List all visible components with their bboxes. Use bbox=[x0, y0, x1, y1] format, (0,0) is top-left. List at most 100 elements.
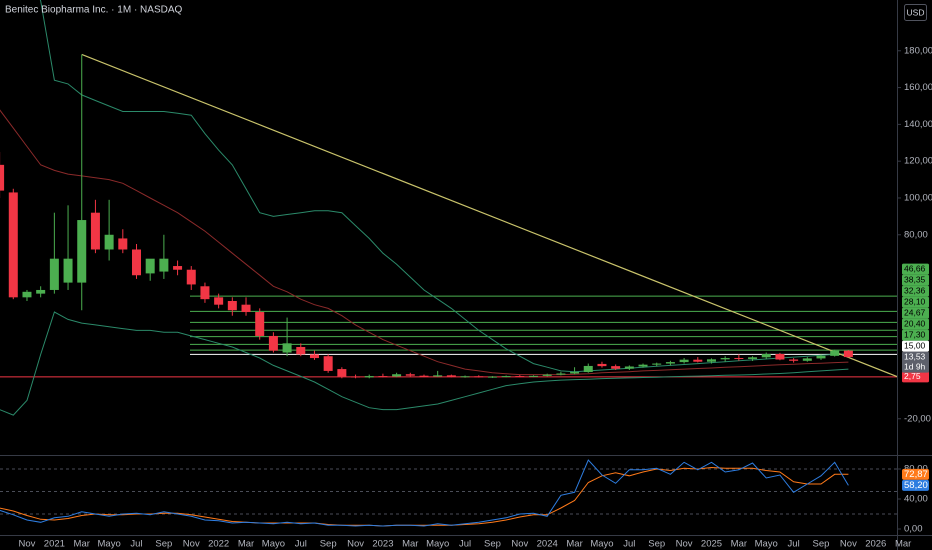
candle-body bbox=[351, 376, 361, 378]
candle-body bbox=[173, 266, 183, 270]
candle-body bbox=[77, 220, 87, 283]
x-tick-label: 2026 bbox=[865, 539, 886, 550]
price-label: 46,66 bbox=[904, 263, 926, 273]
candle-body bbox=[843, 350, 853, 358]
candle-body bbox=[789, 359, 799, 361]
osc-value-box bbox=[902, 479, 929, 491]
price-label-box bbox=[902, 318, 929, 330]
price-label: 15,00 bbox=[904, 340, 926, 350]
x-tick-label: Jul bbox=[295, 539, 307, 550]
y-tick-label: 160,00 bbox=[904, 82, 932, 93]
oscillator-pane bbox=[0, 459, 897, 527]
price-pane bbox=[0, 0, 897, 416]
candle-body bbox=[282, 343, 292, 353]
candle-body bbox=[433, 375, 443, 377]
osc-y-tick-label: 0,00 bbox=[904, 524, 923, 535]
x-tick-label: Sep bbox=[320, 539, 337, 550]
x-tick-label: Nov bbox=[840, 539, 857, 550]
candle-body bbox=[761, 353, 771, 358]
x-tick-label: Sep bbox=[813, 539, 830, 550]
candle-body bbox=[706, 359, 716, 362]
candle-body bbox=[309, 354, 319, 359]
candle-body bbox=[638, 364, 648, 367]
y-tick-label: -20,00 bbox=[904, 413, 931, 424]
candle-body bbox=[323, 356, 333, 371]
price-label-box bbox=[902, 307, 929, 319]
x-tick-label: 2025 bbox=[701, 539, 722, 550]
trendline bbox=[81, 53, 897, 378]
candle-body bbox=[392, 374, 402, 377]
y-tick-label: 80,00 bbox=[904, 229, 928, 240]
x-tick-label: Mayo bbox=[590, 539, 613, 550]
x-tick-label: Mayo bbox=[426, 539, 449, 550]
x-tick-label: Jul bbox=[623, 539, 635, 550]
x-tick-label: Mar bbox=[731, 539, 747, 550]
osc-value-box bbox=[902, 468, 929, 480]
candle-body bbox=[227, 301, 237, 311]
x-tick-label: Mayo bbox=[755, 539, 778, 550]
candle-body bbox=[487, 376, 497, 378]
candle-body bbox=[802, 358, 812, 361]
candle-body bbox=[693, 359, 703, 362]
candle-body bbox=[214, 297, 224, 305]
price-label-box bbox=[902, 263, 929, 275]
candle-body bbox=[364, 376, 374, 378]
currency-box[interactable] bbox=[904, 4, 927, 21]
candle-body bbox=[501, 376, 511, 378]
candle-body bbox=[0, 164, 5, 191]
price-label: 32,36 bbox=[904, 285, 926, 295]
currency[interactable]: USD bbox=[907, 7, 925, 17]
candle-body bbox=[8, 192, 18, 298]
osc-value-label: 72,87 bbox=[904, 469, 928, 480]
candle-body bbox=[419, 375, 429, 377]
price-label: 2,75 bbox=[904, 371, 921, 381]
candle-body bbox=[132, 249, 141, 276]
x-tick-label: Sep bbox=[155, 539, 172, 550]
y-tick-label: 180,00 bbox=[904, 45, 932, 56]
candle-body bbox=[515, 376, 525, 378]
candle-body bbox=[22, 291, 32, 298]
oscillator-line bbox=[0, 466, 849, 527]
countdown-label: 1d 9h bbox=[904, 361, 926, 371]
indicator-line bbox=[0, 109, 849, 376]
candle-body bbox=[665, 362, 675, 364]
x-tick-label: Nov bbox=[511, 539, 528, 550]
candle-body bbox=[720, 358, 730, 360]
candle-body bbox=[405, 374, 415, 376]
x-tick-label: Jul bbox=[788, 539, 800, 550]
x-tick-label: Nov bbox=[19, 539, 36, 550]
osc-value-label: 58,20 bbox=[904, 480, 928, 491]
x-tick-label: Nov bbox=[347, 539, 364, 550]
osc-y-tick-label: 40,00 bbox=[904, 494, 928, 505]
candle-body bbox=[159, 258, 169, 272]
candle-body bbox=[652, 363, 662, 365]
candle-body bbox=[36, 289, 46, 294]
candle-body bbox=[583, 365, 593, 373]
candle-body bbox=[597, 363, 607, 367]
x-tick-label: Mayo bbox=[98, 539, 121, 550]
candle-body bbox=[90, 212, 100, 250]
x-tick-label: Mayo bbox=[262, 539, 285, 550]
candle-body bbox=[104, 234, 114, 250]
x-tick-label: Nov bbox=[183, 539, 200, 550]
candle-body bbox=[268, 335, 278, 351]
price-label-box bbox=[902, 296, 929, 308]
candle-body bbox=[200, 286, 210, 300]
candle-body bbox=[49, 258, 59, 290]
price-label: 28,10 bbox=[904, 296, 926, 306]
candle-body bbox=[474, 376, 484, 378]
price-label: 17,30 bbox=[904, 329, 926, 339]
candle-body bbox=[378, 376, 388, 378]
price-label: 24,67 bbox=[904, 307, 926, 317]
x-tick-label: Mar bbox=[238, 539, 254, 550]
x-tick-label: Mar bbox=[74, 539, 90, 550]
candle-body bbox=[446, 375, 456, 377]
price-label: 20,40 bbox=[904, 318, 926, 328]
x-tick-label: Nov bbox=[676, 539, 693, 550]
candle-body bbox=[624, 366, 634, 369]
axes: Nov 2021 Mar Mayo Jul Sep Nov 2022 Mar Mayo Jul Sep… bbox=[19, 45, 932, 549]
candle-body bbox=[748, 357, 758, 359]
price-label-box bbox=[902, 351, 929, 373]
